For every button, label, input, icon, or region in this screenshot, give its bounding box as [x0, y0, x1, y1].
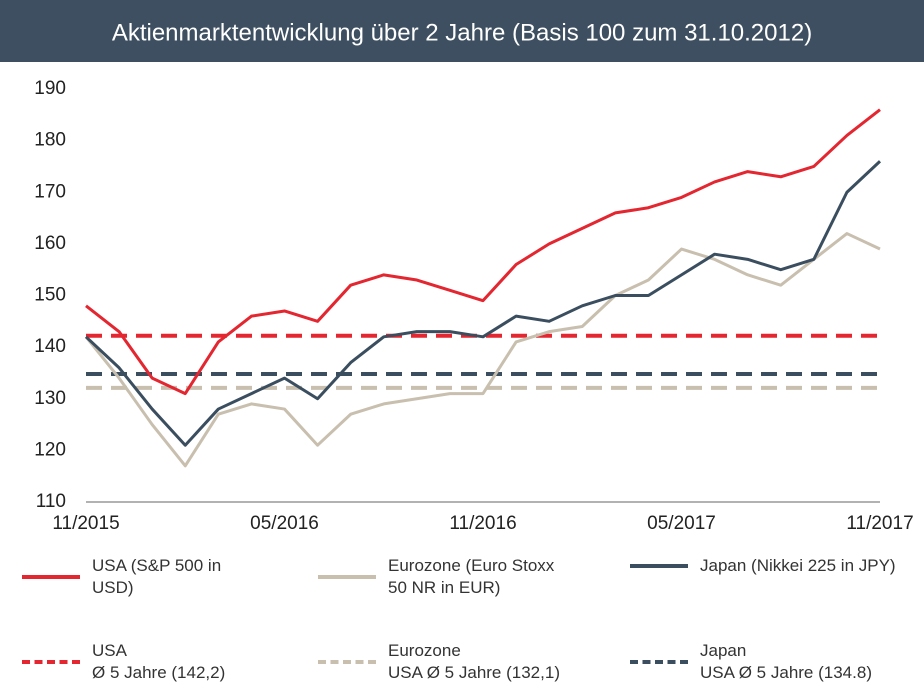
legend-swatch [22, 575, 80, 579]
x-tick-label: 05/2016 [250, 513, 319, 534]
x-tick-label: 11/2017 [846, 513, 913, 534]
y-tick-label: 180 [34, 130, 66, 151]
y-tick-label: 160 [34, 233, 66, 254]
y-tick-label: 140 [34, 336, 66, 357]
title-bar [0, 0, 924, 62]
legend-swatch [22, 660, 80, 664]
legend-item: Japan USA Ø 5 Jahre (134.8) [630, 640, 872, 684]
y-tick-label: 130 [34, 388, 66, 409]
series-line [84, 160, 882, 447]
y-tick-label: 190 [34, 78, 66, 99]
series-line [84, 232, 881, 468]
legend-item: Japan (Nikkei 225 in JPY) [630, 555, 896, 577]
y-tick-label: 150 [34, 285, 66, 306]
legend-swatch [630, 564, 688, 568]
legend-item: USA (S&P 500 in USD) [22, 555, 221, 599]
x-tick-label: 11/2016 [449, 513, 516, 534]
x-tick-label: 11/2015 [52, 513, 119, 534]
legend-item: Eurozone USA Ø 5 Jahre (132,1) [318, 640, 560, 684]
legend-label: USA (S&P 500 in USD) [92, 556, 222, 597]
legend-label: USA Ø 5 Jahre (142,2) [92, 641, 226, 682]
legend-item: USA Ø 5 Jahre (142,2) [22, 640, 225, 684]
legend-swatch [630, 660, 688, 664]
legend-label: Eurozone (Euro Stoxx 50 NR in EUR) [388, 556, 555, 597]
legend-swatch [318, 660, 376, 664]
legend-label: Japan (Nikkei 225 in JPY) [700, 556, 896, 575]
y-tick-label: 170 [34, 181, 66, 202]
chart-title: Aktienmarktentwicklung über 2 Jahre (Bas… [112, 19, 812, 46]
legend-swatch [318, 575, 376, 579]
y-tick-label: 120 [34, 439, 66, 460]
legend-item: Eurozone (Euro Stoxx 50 NR in EUR) [318, 555, 554, 599]
legend-label: Eurozone USA Ø 5 Jahre (132,1) [388, 641, 560, 682]
series-line [85, 108, 881, 396]
legend-label: Japan USA Ø 5 Jahre (134.8) [700, 641, 872, 682]
x-tick-label: 05/2017 [647, 513, 716, 534]
y-tick-label: 110 [36, 491, 66, 512]
